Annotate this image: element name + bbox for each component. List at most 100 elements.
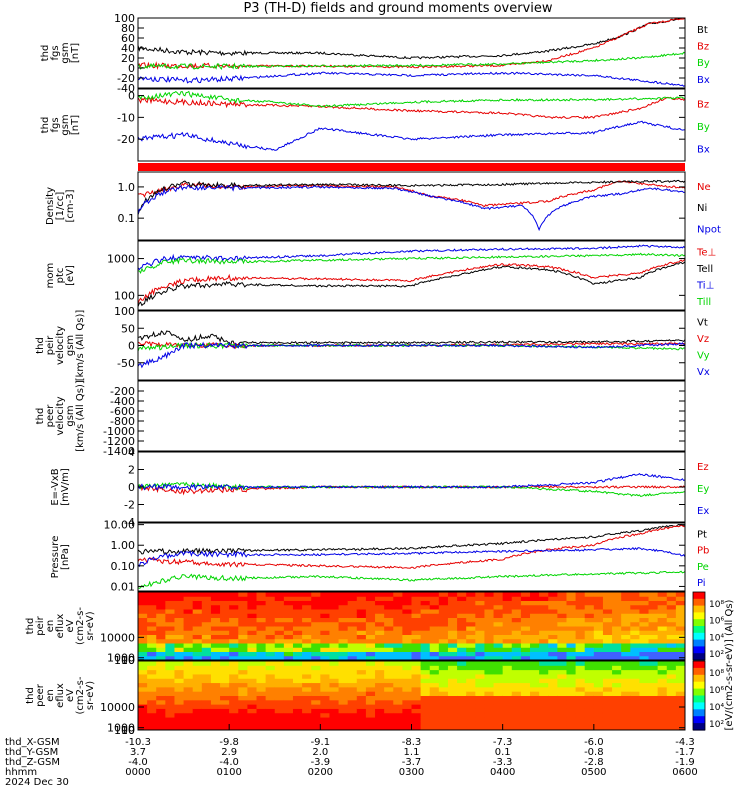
spectrogram-cell xyxy=(593,686,604,692)
spectrogram-cell xyxy=(147,686,157,692)
spectrogram-cell xyxy=(429,621,440,627)
spectrogram-cell xyxy=(320,678,330,684)
spectrogram-cell xyxy=(457,669,467,675)
spectrogram-cell xyxy=(174,704,185,709)
spectrogram-cell xyxy=(630,669,640,675)
spectrogram-cell xyxy=(292,725,303,731)
spectrogram-cell xyxy=(402,596,412,601)
spectrogram-cell xyxy=(311,673,321,679)
colorbar-tick-label: 10² xyxy=(709,720,724,730)
spectrogram-cell xyxy=(520,617,531,623)
spectrogram-cell xyxy=(229,617,239,623)
spectrogram-cell xyxy=(247,626,258,631)
spectrogram-cell xyxy=(621,651,631,657)
spectrogram-cell xyxy=(402,673,412,679)
spectrogram-cell xyxy=(165,643,175,648)
spectrogram-cell xyxy=(438,691,449,696)
spectrogram-cell xyxy=(675,712,686,718)
y-axis-label: velocity xyxy=(55,396,66,435)
spectrogram-cell xyxy=(566,621,577,627)
spectrogram-cell xyxy=(210,626,221,631)
spectrogram-cell xyxy=(511,609,522,614)
spectrogram-cell xyxy=(602,704,613,709)
spectrogram-cell xyxy=(229,725,239,731)
spectrogram-cell xyxy=(384,669,394,675)
spectrogram-cell xyxy=(557,647,567,652)
spectrogram-cell xyxy=(675,721,686,727)
y-axis-label: en xyxy=(45,620,56,633)
spectrogram-cell xyxy=(411,655,422,661)
spectrogram-cell xyxy=(356,617,367,623)
series-line xyxy=(137,341,686,369)
colorbar-tick-label: 10⁶ xyxy=(709,686,724,696)
spectrogram-cell xyxy=(220,609,230,614)
spectrogram-cell xyxy=(384,665,394,671)
spectrogram-cell xyxy=(566,634,577,640)
spectrogram-cell xyxy=(347,613,358,618)
spectrogram-cell xyxy=(648,699,659,705)
spectrogram-cell xyxy=(283,613,294,618)
spectrogram-cell xyxy=(256,721,267,727)
spectrogram-cell xyxy=(229,621,239,627)
spectrogram-cell xyxy=(384,661,394,666)
spectrogram-cell xyxy=(311,661,321,666)
spectrogram-cell xyxy=(484,725,495,731)
spectrogram-cell xyxy=(429,695,440,701)
spectrogram-cell xyxy=(548,613,558,618)
spectrogram-cell xyxy=(329,682,340,688)
spectrogram-cell xyxy=(520,717,531,722)
spectrogram-cell xyxy=(165,682,175,688)
spectrogram-cell xyxy=(447,617,458,623)
y-axis-label: eflux xyxy=(55,683,66,708)
spectrogram-cell xyxy=(520,634,531,640)
spectrogram-cell xyxy=(147,621,157,627)
spectrogram-cell xyxy=(147,626,157,631)
x-tick-label: -4.0 xyxy=(219,757,239,768)
spectrogram-cell xyxy=(320,725,330,731)
y-tick-label: -1400 xyxy=(103,445,135,458)
spectrogram-cell xyxy=(329,604,340,610)
spectrogram-cell xyxy=(420,630,431,635)
spectrogram-cell xyxy=(621,695,631,701)
spectrogram-cell xyxy=(256,691,267,696)
spectrogram-cell xyxy=(138,691,148,696)
x-tick-label: 0500 xyxy=(581,767,606,778)
spectrogram-cell xyxy=(329,669,340,675)
spectrogram-cell xyxy=(475,617,485,623)
spectrogram-cell xyxy=(584,600,595,606)
spectrogram-cell xyxy=(384,643,394,648)
spectrogram-cell xyxy=(138,673,148,679)
spectrogram-cell xyxy=(675,678,686,684)
spectrogram-cell xyxy=(356,661,367,666)
spectrogram-cell xyxy=(375,678,385,684)
spectrogram-cell xyxy=(201,613,212,618)
spectrogram-cell xyxy=(657,712,668,718)
y-tick-label: 0.1 xyxy=(118,212,136,225)
spectrogram-cell xyxy=(356,725,367,731)
spectrogram-cell xyxy=(447,661,458,666)
spectrogram-cell xyxy=(539,596,549,601)
spectrogram-cell xyxy=(292,665,303,671)
spectrogram-cell xyxy=(283,686,294,692)
y-axis-label: [cm-3] xyxy=(65,189,76,222)
spectrogram-cell xyxy=(484,604,495,610)
spectrogram-cell xyxy=(238,638,248,644)
spectrogram-cell xyxy=(621,721,631,727)
spectrogram-cell xyxy=(639,638,650,644)
spectrogram-cell xyxy=(138,643,148,648)
y-tick-label: 1000 xyxy=(107,652,135,665)
spectrogram-cell xyxy=(147,651,157,657)
spectrogram-cell xyxy=(292,704,303,709)
spectrogram-cell xyxy=(402,699,412,705)
spectrogram-cell xyxy=(630,665,640,671)
spectrogram-cell xyxy=(384,630,394,635)
spectrogram-cell xyxy=(165,613,175,618)
spectrogram-cell xyxy=(530,695,540,701)
spectrogram-cell xyxy=(356,621,367,627)
spectrogram-cell xyxy=(466,686,476,692)
spectrogram-cell xyxy=(539,699,549,705)
colorbar-cell xyxy=(693,681,705,685)
spectrogram-cell xyxy=(329,617,340,623)
spectrogram-cell xyxy=(265,673,276,679)
spectrogram-cell xyxy=(274,651,285,657)
